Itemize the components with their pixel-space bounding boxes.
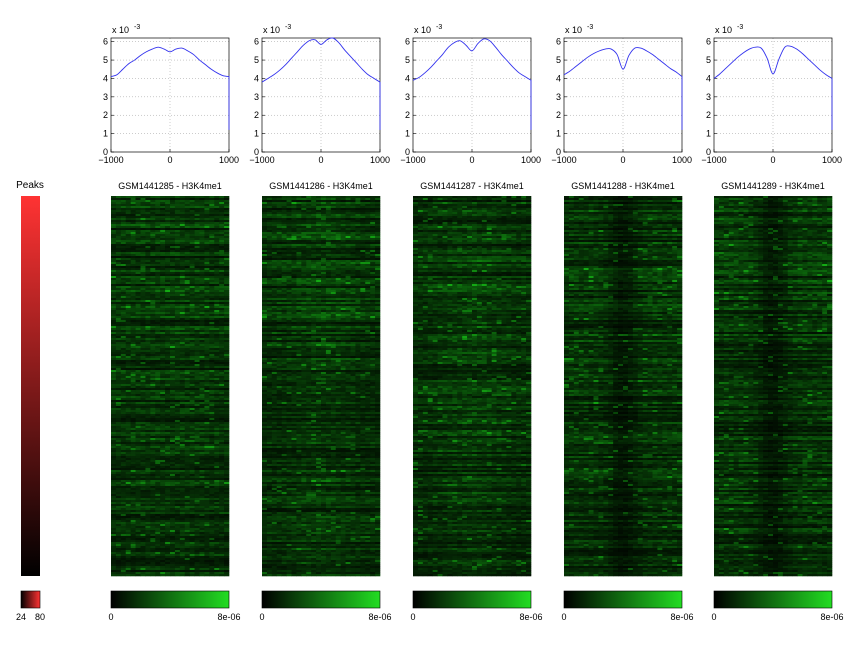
y-tick-label: 5 [405, 55, 410, 65]
colorbar [714, 591, 832, 608]
panel-1: x 10 -3 0 1 2 3 4 5 6 −1000 0 1000 GSM1441285 - H3K4… [98, 24, 240, 622]
x-tick-label: 0 [469, 155, 474, 165]
x-tick-label: −1000 [400, 155, 425, 165]
y-tick-label: 4 [556, 73, 561, 83]
y-tick-label: 2 [254, 110, 259, 120]
y-tick-label: 3 [103, 92, 108, 102]
colorbar [111, 591, 229, 608]
profile-scale-label: x 10 [112, 25, 129, 35]
panel-2: x 10 -3 0 1 2 3 4 5 6 −1000 0 1000 GSM1441286 - H3K4… [249, 24, 391, 622]
heatmap-cells [111, 196, 229, 576]
x-tick-label: 1000 [370, 155, 390, 165]
heatmap-cells [564, 196, 682, 576]
y-tick-label: 4 [103, 73, 108, 83]
colorbar [413, 591, 531, 608]
y-tick-label: 2 [556, 110, 561, 120]
x-tick-label: 0 [620, 155, 625, 165]
profile-scale-exponent: -3 [285, 24, 291, 31]
peaks-colorbar-max-label: 80 [35, 612, 45, 622]
y-tick-label: 1 [103, 129, 108, 139]
peaks-colorbar [21, 591, 40, 608]
profile-scale-label: x 10 [715, 25, 732, 35]
colorbar-max-label: 8e-06 [368, 612, 391, 622]
x-tick-label: 0 [770, 155, 775, 165]
y-tick-label: 1 [706, 129, 711, 139]
y-tick-label: 3 [405, 92, 410, 102]
x-tick-label: 0 [318, 155, 323, 165]
y-tick-label: 3 [556, 92, 561, 102]
profile-scale-exponent: -3 [587, 24, 593, 31]
colorbar-min-label: 0 [410, 612, 415, 622]
colorbar-min-label: 0 [108, 612, 113, 622]
profile-series-line [714, 46, 832, 130]
profile-scale-label: x 10 [414, 25, 431, 35]
x-tick-label: 1000 [521, 155, 541, 165]
colorbar-max-label: 8e-06 [670, 612, 693, 622]
colorbar-min-label: 0 [561, 612, 566, 622]
x-tick-label: −1000 [249, 155, 274, 165]
y-tick-label: 4 [405, 73, 410, 83]
heatmap-title: GSM1441288 - H3K4me1 [571, 181, 675, 191]
colorbar [262, 591, 380, 608]
heatmap-title: GSM1441286 - H3K4me1 [269, 181, 373, 191]
panel-5: x 10 -3 0 1 2 3 4 5 6 −1000 0 1000 GSM1441289 - H3K4… [701, 24, 843, 622]
panel-3: x 10 -3 0 1 2 3 4 5 6 −1000 0 1000 GSM1441287 - H3K4… [400, 24, 542, 622]
x-tick-label: 1000 [219, 155, 239, 165]
profile-scale-label: x 10 [263, 25, 280, 35]
y-tick-label: 6 [254, 37, 259, 47]
y-tick-label: 5 [254, 55, 259, 65]
y-tick-label: 5 [103, 55, 108, 65]
x-tick-label: 0 [167, 155, 172, 165]
colorbar [564, 591, 682, 608]
y-tick-label: 5 [556, 55, 561, 65]
profile-scale-exponent: -3 [134, 24, 140, 31]
heatmap-cells [262, 196, 380, 576]
peaks-title: Peaks [16, 180, 44, 191]
colorbar-max-label: 8e-06 [217, 612, 240, 622]
heatmap-title: GSM1441289 - H3K4me1 [721, 181, 825, 191]
y-tick-label: 1 [556, 129, 561, 139]
y-tick-label: 5 [706, 55, 711, 65]
y-tick-label: 3 [254, 92, 259, 102]
y-tick-label: 6 [706, 37, 711, 47]
profile-scale-label: x 10 [565, 25, 582, 35]
x-tick-label: −1000 [98, 155, 123, 165]
colorbar-max-label: 8e-06 [820, 612, 843, 622]
panel-4: x 10 -3 0 1 2 3 4 5 6 −1000 0 1000 GSM1441288 - H3K4… [551, 24, 693, 622]
heatmap-title: GSM1441285 - H3K4me1 [118, 181, 222, 191]
peaks-heatmap [21, 196, 40, 576]
y-tick-label: 2 [405, 110, 410, 120]
x-tick-label: −1000 [551, 155, 576, 165]
y-tick-label: 1 [405, 129, 410, 139]
profile-scale-exponent: -3 [436, 24, 442, 31]
x-tick-label: −1000 [701, 155, 726, 165]
colorbar-min-label: 0 [259, 612, 264, 622]
colorbar-max-label: 8e-06 [519, 612, 542, 622]
y-tick-label: 4 [706, 73, 711, 83]
x-tick-label: 1000 [822, 155, 842, 165]
heatmap-cells [413, 196, 531, 576]
y-tick-label: 2 [103, 110, 108, 120]
y-tick-label: 6 [405, 37, 410, 47]
colorbar-min-label: 0 [711, 612, 716, 622]
x-tick-label: 1000 [672, 155, 692, 165]
y-tick-label: 6 [103, 37, 108, 47]
y-tick-label: 3 [706, 92, 711, 102]
heatmap-cells [714, 196, 832, 576]
heatmap-title: GSM1441287 - H3K4me1 [420, 181, 524, 191]
y-tick-label: 6 [556, 37, 561, 47]
peaks-colorbar-min-label: 24 [16, 612, 26, 622]
profile-scale-exponent: -3 [737, 24, 743, 31]
y-tick-label: 2 [706, 110, 711, 120]
y-tick-label: 1 [254, 129, 259, 139]
y-tick-label: 4 [254, 73, 259, 83]
